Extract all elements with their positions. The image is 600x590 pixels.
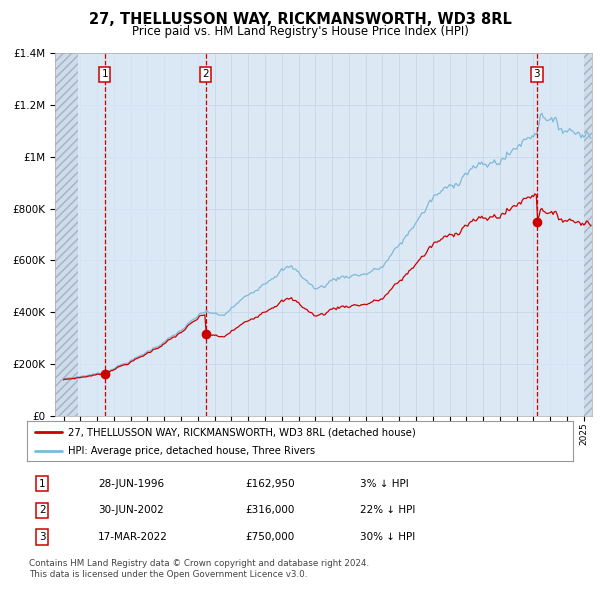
Text: £162,950: £162,950 bbox=[245, 479, 295, 489]
Text: 1: 1 bbox=[101, 70, 108, 80]
Bar bbox=[537, 53, 584, 416]
Text: 2: 2 bbox=[39, 506, 46, 515]
Text: HPI: Average price, detached house, Three Rivers: HPI: Average price, detached house, Thre… bbox=[68, 445, 315, 455]
Text: Price paid vs. HM Land Registry's House Price Index (HPI): Price paid vs. HM Land Registry's House … bbox=[131, 25, 469, 38]
Text: 3: 3 bbox=[39, 532, 46, 542]
Text: 27, THELLUSSON WAY, RICKMANSWORTH, WD3 8RL (detached house): 27, THELLUSSON WAY, RICKMANSWORTH, WD3 8… bbox=[68, 427, 416, 437]
Text: 30% ↓ HPI: 30% ↓ HPI bbox=[360, 532, 415, 542]
Text: 3: 3 bbox=[533, 70, 540, 80]
Bar bbox=[55, 53, 77, 416]
Text: Contains HM Land Registry data © Crown copyright and database right 2024.
This d: Contains HM Land Registry data © Crown c… bbox=[29, 559, 369, 579]
Text: £750,000: £750,000 bbox=[245, 532, 295, 542]
Text: 2: 2 bbox=[202, 70, 209, 80]
Text: 17-MAR-2022: 17-MAR-2022 bbox=[98, 532, 168, 542]
Text: 28-JUN-1996: 28-JUN-1996 bbox=[98, 479, 164, 489]
Text: 1: 1 bbox=[39, 479, 46, 489]
Bar bbox=[584, 53, 592, 416]
Bar bbox=[55, 53, 77, 416]
Bar bbox=[584, 53, 592, 416]
Text: 22% ↓ HPI: 22% ↓ HPI bbox=[360, 506, 415, 515]
Text: 3% ↓ HPI: 3% ↓ HPI bbox=[360, 479, 409, 489]
Bar bbox=[77, 53, 206, 416]
Text: £316,000: £316,000 bbox=[245, 506, 295, 515]
Text: 27, THELLUSSON WAY, RICKMANSWORTH, WD3 8RL: 27, THELLUSSON WAY, RICKMANSWORTH, WD3 8… bbox=[89, 12, 511, 27]
Text: 30-JUN-2002: 30-JUN-2002 bbox=[98, 506, 164, 515]
